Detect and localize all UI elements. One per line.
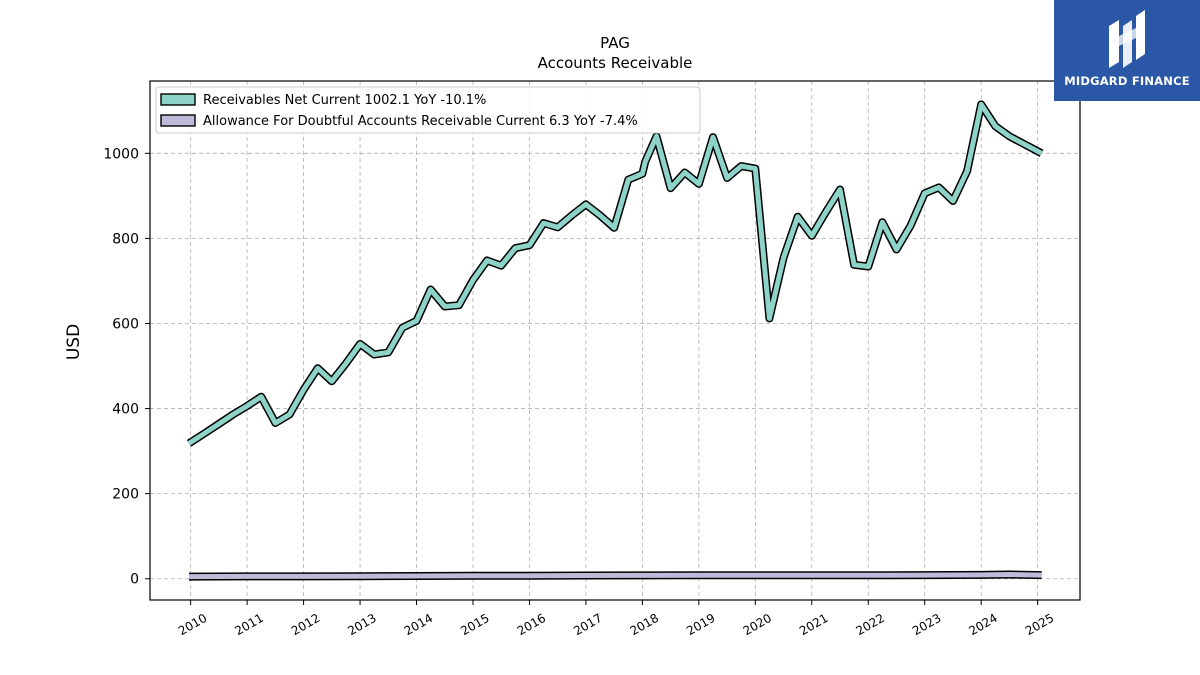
plot-frame (149, 80, 1081, 601)
x-tick-label: 2017 (571, 611, 604, 638)
legend-swatch-receivables (160, 93, 196, 106)
chart-title: PAG (600, 34, 630, 52)
x-tick-label: 2019 (684, 611, 717, 638)
series-line-allowance (188, 570, 1042, 581)
legend: Receivables Net Current 1002.1 YoY -10.1… (155, 86, 701, 134)
y-tick-label: 600 (112, 316, 139, 332)
plot-area (186, 100, 1044, 581)
y-tick-label: 0 (130, 572, 139, 588)
brand-logo: MIDGARD FINANCE (1054, 0, 1200, 101)
series-outline (186, 100, 1044, 447)
brand-name: MIDGARD FINANCE (1064, 74, 1190, 88)
legend-swatch-allowance (160, 114, 196, 127)
x-tick-label: 2018 (628, 611, 661, 638)
series-line-receivables (186, 100, 1044, 447)
x-tick-label: 2014 (402, 611, 435, 638)
y-tick-label: 800 (112, 231, 139, 247)
midgard-logo-icon (1109, 10, 1145, 68)
y-tick-label: 400 (112, 402, 139, 418)
x-tick-label: 2022 (854, 611, 887, 638)
legend-box (155, 86, 701, 134)
x-tick-label: 2020 (741, 611, 774, 638)
legend-label-receivables: Receivables Net Current 1002.1 YoY -10.1… (203, 93, 486, 108)
legend-label-allowance: Allowance For Doubtful Accounts Receivab… (203, 114, 638, 129)
grid (150, 81, 1080, 600)
x-tick-label: 2015 (458, 611, 491, 638)
x-tick-label: 2010 (176, 611, 209, 638)
chart-subtitle: Accounts Receivable (538, 54, 693, 72)
series-stroke (188, 572, 1042, 580)
x-tick-label: 2025 (1023, 611, 1056, 638)
y-tick-label: 200 (112, 487, 139, 503)
x-tick-label: 2013 (345, 611, 378, 638)
x-tick-label: 2021 (797, 611, 830, 638)
x-tick-label: 2011 (232, 611, 265, 638)
x-tick-label: 2023 (910, 611, 943, 638)
x-tick-label: 2016 (515, 611, 548, 638)
x-tick-label: 2012 (289, 611, 322, 638)
series-stroke (187, 101, 1043, 446)
y-tick-label: 1000 (103, 146, 139, 162)
x-tick-label: 2024 (966, 611, 999, 638)
y-axis-label: USD (64, 324, 84, 360)
